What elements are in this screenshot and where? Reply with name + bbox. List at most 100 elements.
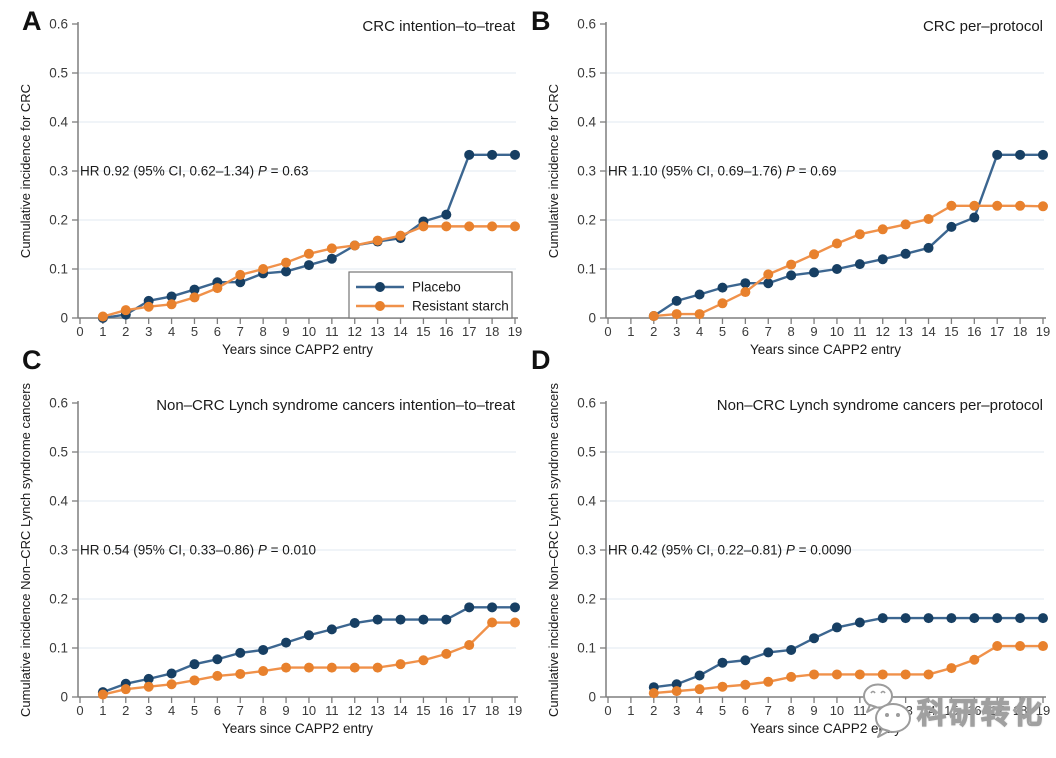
panel-letter-c: C: [22, 345, 42, 375]
placebo-marker: [694, 289, 705, 300]
placebo-marker: [143, 673, 154, 684]
panel-letter-a: A: [22, 6, 42, 36]
placebo-marker: [326, 624, 337, 635]
placebo-marker: [694, 670, 705, 681]
legend-label: Placebo: [412, 280, 461, 295]
resistant-starch-marker: [303, 248, 314, 259]
hr-annotation: HR 0.42 (95% CI, 0.22–0.81) P = 0.0090: [608, 543, 852, 558]
resistant-starch-marker: [717, 681, 728, 692]
resistant-starch-marker: [487, 617, 498, 628]
x-tick-label: 11: [853, 703, 867, 718]
resistant-starch-line: [653, 204, 1044, 318]
x-tick-label: 19: [1036, 703, 1050, 718]
x-tick-label: 15: [944, 324, 958, 339]
resistant-starch-marker: [694, 309, 705, 320]
placebo-marker: [235, 647, 246, 658]
y-tick-label: 0.5: [577, 445, 596, 460]
x-tick-label: 14: [921, 324, 935, 339]
resistant-starch-marker: [717, 298, 728, 309]
x-tick-label: 1: [99, 703, 106, 718]
x-tick-label: 6: [742, 324, 749, 339]
resistant-starch-marker: [326, 662, 337, 673]
y-tick-label: 0.4: [49, 494, 68, 509]
resistant-starch-marker: [992, 641, 1003, 652]
resistant-starch-marker: [441, 221, 452, 232]
resistant-starch-marker: [648, 311, 659, 322]
placebo-marker: [303, 260, 314, 271]
resistant-starch-marker: [1015, 200, 1026, 211]
placebo-marker: [763, 278, 774, 289]
placebo-marker: [854, 259, 865, 270]
placebo-marker: [303, 630, 314, 641]
x-tick-label: 18: [1013, 703, 1027, 718]
y-tick-label: 0.3: [49, 164, 68, 179]
resistant-starch-marker: [143, 301, 154, 312]
x-tick-label: 16: [967, 703, 981, 718]
x-tick-label: 9: [810, 324, 817, 339]
placebo-marker: [786, 644, 797, 655]
panel-letter-d: D: [531, 345, 551, 375]
x-tick-label: 6: [742, 703, 749, 718]
resistant-starch-marker: [212, 670, 223, 681]
placebo-marker: [395, 614, 406, 625]
resistant-starch-marker: [120, 305, 131, 316]
x-tick-label: 18: [485, 703, 499, 718]
resistant-starch-marker: [1015, 641, 1026, 652]
x-tick-label: 11: [853, 324, 867, 339]
placebo-marker: [510, 602, 520, 613]
placebo-marker: [763, 647, 774, 658]
resistant-starch-marker: [740, 679, 751, 690]
y-tick-label: 0.1: [577, 641, 596, 656]
x-tick-label: 7: [765, 703, 772, 718]
resistant-starch-marker: [372, 662, 383, 673]
y-tick-label: 0.3: [49, 543, 68, 558]
placebo-marker: [349, 618, 360, 629]
resistant-starch-marker: [648, 688, 659, 699]
placebo-marker: [1015, 149, 1026, 160]
placebo-marker: [900, 613, 911, 624]
resistant-starch-marker: [671, 686, 682, 697]
watermark: 科研转化: [860, 682, 1045, 740]
x-tick-label: 5: [191, 324, 198, 339]
placebo-marker: [258, 644, 269, 655]
placebo-marker: [831, 622, 842, 633]
x-tick-label: 2: [122, 703, 129, 718]
placebo-line: [653, 153, 1043, 318]
placebo-marker: [923, 613, 934, 624]
x-tick-label: 12: [348, 324, 362, 339]
resistant-starch-marker: [166, 299, 177, 310]
x-tick-label: 19: [508, 703, 522, 718]
x-tick-label: 4: [696, 703, 703, 718]
placebo-marker: [854, 617, 865, 628]
y-tick-label: 0.2: [577, 592, 596, 607]
placebo-marker: [212, 654, 223, 665]
resistant-starch-marker: [923, 214, 934, 225]
panel-title: Non–CRC Lynch syndrome cancers intention…: [156, 397, 516, 414]
resistant-starch-marker: [464, 221, 475, 232]
placebo-marker: [809, 267, 820, 278]
x-tick-label: 5: [719, 324, 726, 339]
x-tick-label: 11: [325, 703, 339, 718]
x-tick-label: 15: [944, 703, 958, 718]
placebo-marker: [189, 284, 200, 295]
x-axis-title: Years since CAPP2 entry: [750, 342, 901, 357]
resistant-starch-marker: [258, 264, 269, 274]
x-tick-label: 1: [627, 324, 634, 339]
x-tick-label: 8: [260, 324, 267, 339]
x-tick-label: 15: [416, 324, 430, 339]
x-tick-label: 7: [237, 703, 244, 718]
resistant-starch-marker: [235, 668, 246, 679]
placebo-marker: [740, 655, 751, 666]
x-tick-label: 13: [898, 324, 912, 339]
x-axis-title: Years since CAPP2 entry: [750, 721, 901, 736]
y-tick-label: 0.2: [49, 213, 68, 228]
placebo-marker: [992, 149, 1003, 160]
x-tick-label: 17: [990, 703, 1004, 718]
resistant-starch-marker: [418, 655, 429, 666]
legend-label: Resistant starch: [412, 299, 509, 314]
x-tick-label: 16: [439, 324, 453, 339]
resistant-starch-marker: [303, 662, 314, 673]
x-tick-label: 10: [830, 324, 844, 339]
resistant-starch-marker: [786, 259, 797, 270]
y-tick-label: 0.6: [577, 396, 596, 411]
